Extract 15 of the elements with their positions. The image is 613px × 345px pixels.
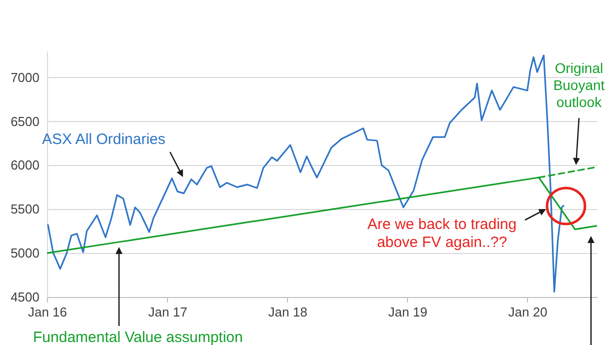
y-tick-label: 6000 xyxy=(10,158,40,173)
x-tick-label: Jan 17 xyxy=(148,304,188,320)
x-tick-label: Jan 18 xyxy=(268,304,308,320)
x-tick-label: Jan 16 xyxy=(28,304,68,320)
y-tick-label: 5500 xyxy=(10,202,40,217)
y-tick-label: 4500 xyxy=(10,290,40,304)
text: ASX All Ordinaries xyxy=(42,131,166,148)
x-tick-label: Jan 20 xyxy=(508,304,548,320)
y-tick-label: 5000 xyxy=(10,246,40,261)
y-tick-label: 7000 xyxy=(10,70,40,85)
x-tick-label: Jan 19 xyxy=(388,304,428,320)
annotation: Are we back to trading above FV again..?? xyxy=(367,216,517,251)
text: Fundamental Value assumption xyxy=(33,329,243,345)
y-tick-label: 6500 xyxy=(10,114,40,129)
text: Original Buoyant outlook xyxy=(553,60,605,110)
